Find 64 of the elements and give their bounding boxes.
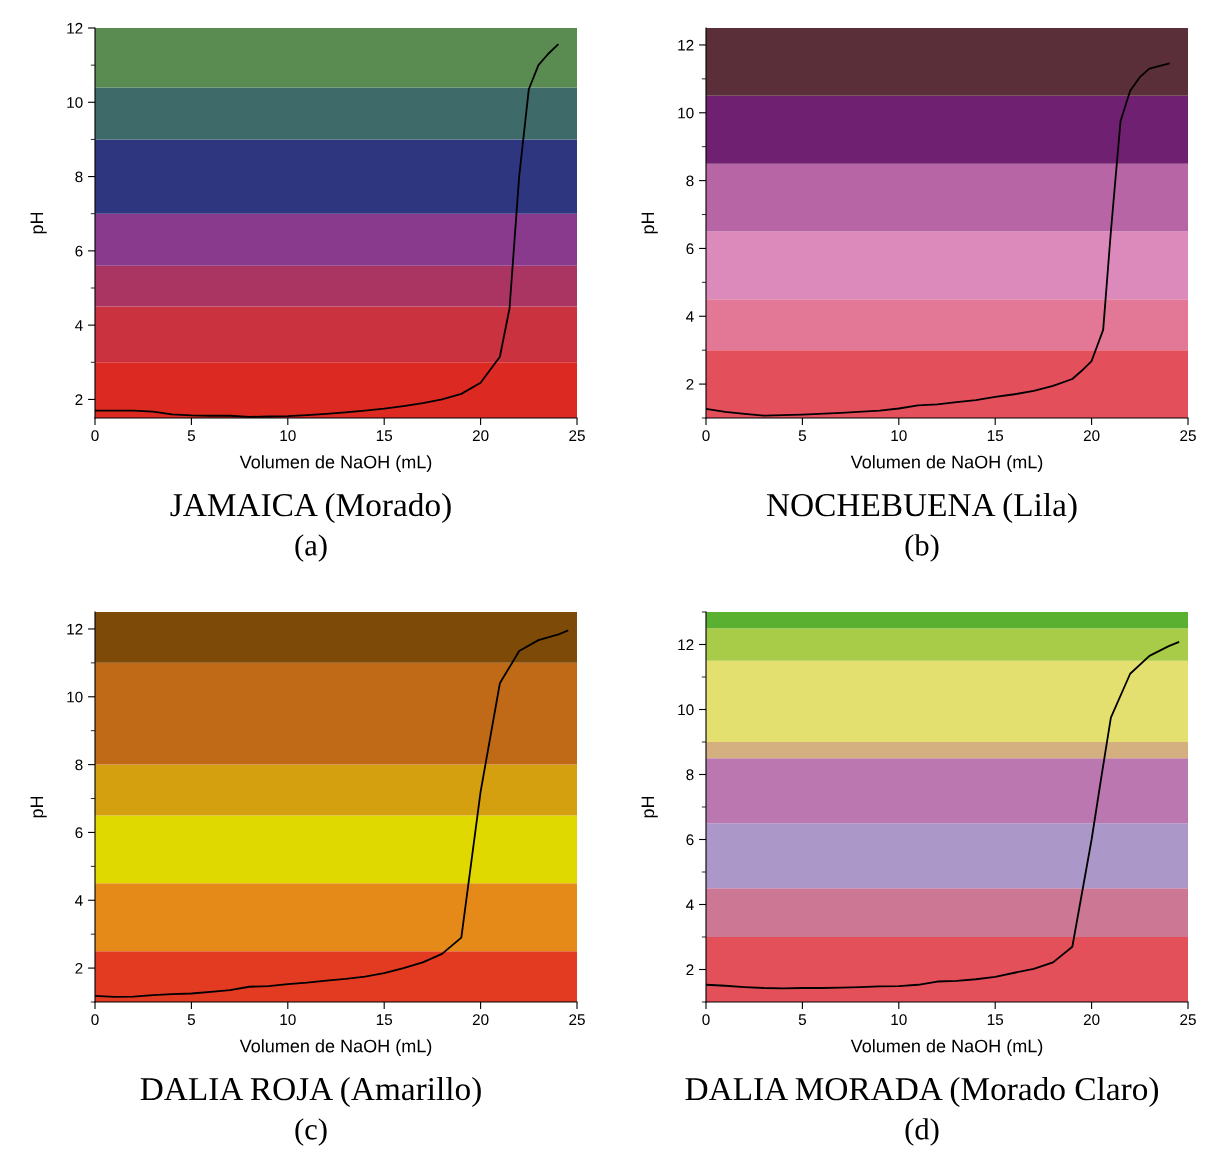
y-tick-label: 10 (678, 107, 694, 119)
x-tick-label: 25 (569, 430, 585, 442)
text: (a) (295, 534, 327, 562)
y-tick-label: 8 (686, 175, 694, 187)
y-tick-label: 8 (686, 769, 694, 781)
y-tick-label: 6 (75, 245, 83, 257)
y-tick-label: 2 (75, 394, 83, 405)
y-axis-title: pH (30, 796, 47, 818)
y-tick-label: 12 (678, 39, 694, 51)
x-tick-label: 5 (187, 1014, 196, 1026)
y-tick-label: 4 (75, 895, 83, 906)
y-tick-label: 8 (75, 759, 83, 771)
x-tick-label: 0 (91, 430, 99, 442)
text: NOCHEBUENA (Lila) (766, 492, 1077, 524)
y-tick-label: 4 (686, 899, 694, 911)
x-tick-label: 15 (376, 430, 393, 442)
y-tick-label: 12 (678, 639, 694, 651)
text: DALIA MORADA (Morado Claro) (685, 1076, 1159, 1108)
x-tick-label: 10 (891, 430, 907, 442)
x-tick-label: 0 (702, 1014, 710, 1026)
x-tick-label: 20 (472, 1014, 489, 1026)
y-axis-title: pH (641, 212, 658, 234)
x-tick-label: 0 (702, 430, 710, 442)
y-tick-label: 4 (686, 311, 694, 322)
x-tick-label: 10 (280, 1014, 296, 1026)
x-tick-label: 10 (891, 1014, 907, 1026)
text: (b) (905, 534, 939, 562)
y-tick-label: 2 (686, 378, 694, 390)
x-tick-label: 10 (280, 430, 296, 442)
y-tick-label: 6 (75, 827, 83, 839)
x-tick-label: 5 (798, 430, 807, 442)
x-axis-title: Volumen de NaOH (mL) (239, 1039, 432, 1056)
y-tick-label: 10 (67, 691, 83, 703)
text: JAMAICA (Morado) (170, 492, 451, 524)
x-tick-label: 15 (376, 1014, 393, 1026)
y-tick-label: 10 (678, 704, 694, 716)
x-tick-label: 20 (1083, 430, 1100, 442)
x-axis-title: Volumen de NaOH (mL) (850, 455, 1043, 472)
x-tick-label: 15 (987, 430, 1004, 442)
text: (c) (295, 1118, 327, 1146)
x-tick-label: 15 (987, 1014, 1004, 1026)
x-tick-label: 25 (569, 1014, 585, 1026)
x-axis-title: Volumen de NaOH (mL) (239, 455, 432, 472)
x-tick-label: 20 (472, 430, 489, 442)
x-tick-label: 20 (1083, 1014, 1100, 1026)
text: (d) (905, 1118, 939, 1146)
y-tick-label: 6 (686, 834, 694, 846)
y-tick-label: 2 (75, 962, 83, 974)
y-axis-title: pH (641, 796, 658, 818)
y-tick-label: 4 (75, 320, 83, 331)
y-tick-label: 12 (67, 623, 83, 635)
y-tick-label: 12 (67, 22, 83, 34)
y-tick-label: 6 (686, 243, 694, 255)
x-tick-label: 25 (1180, 1014, 1196, 1026)
x-axis-title: Volumen de NaOH (mL) (850, 1039, 1043, 1056)
y-tick-label: 2 (686, 964, 694, 976)
x-tick-label: 5 (187, 430, 196, 442)
y-tick-label: 8 (75, 171, 83, 183)
x-tick-label: 25 (1180, 430, 1196, 442)
y-tick-label: 10 (67, 97, 83, 108)
text: DALIA ROJA (Amarillo) (140, 1076, 481, 1108)
y-axis-title: pH (30, 212, 47, 234)
x-tick-label: 5 (798, 1014, 807, 1026)
x-tick-label: 0 (91, 1014, 99, 1026)
